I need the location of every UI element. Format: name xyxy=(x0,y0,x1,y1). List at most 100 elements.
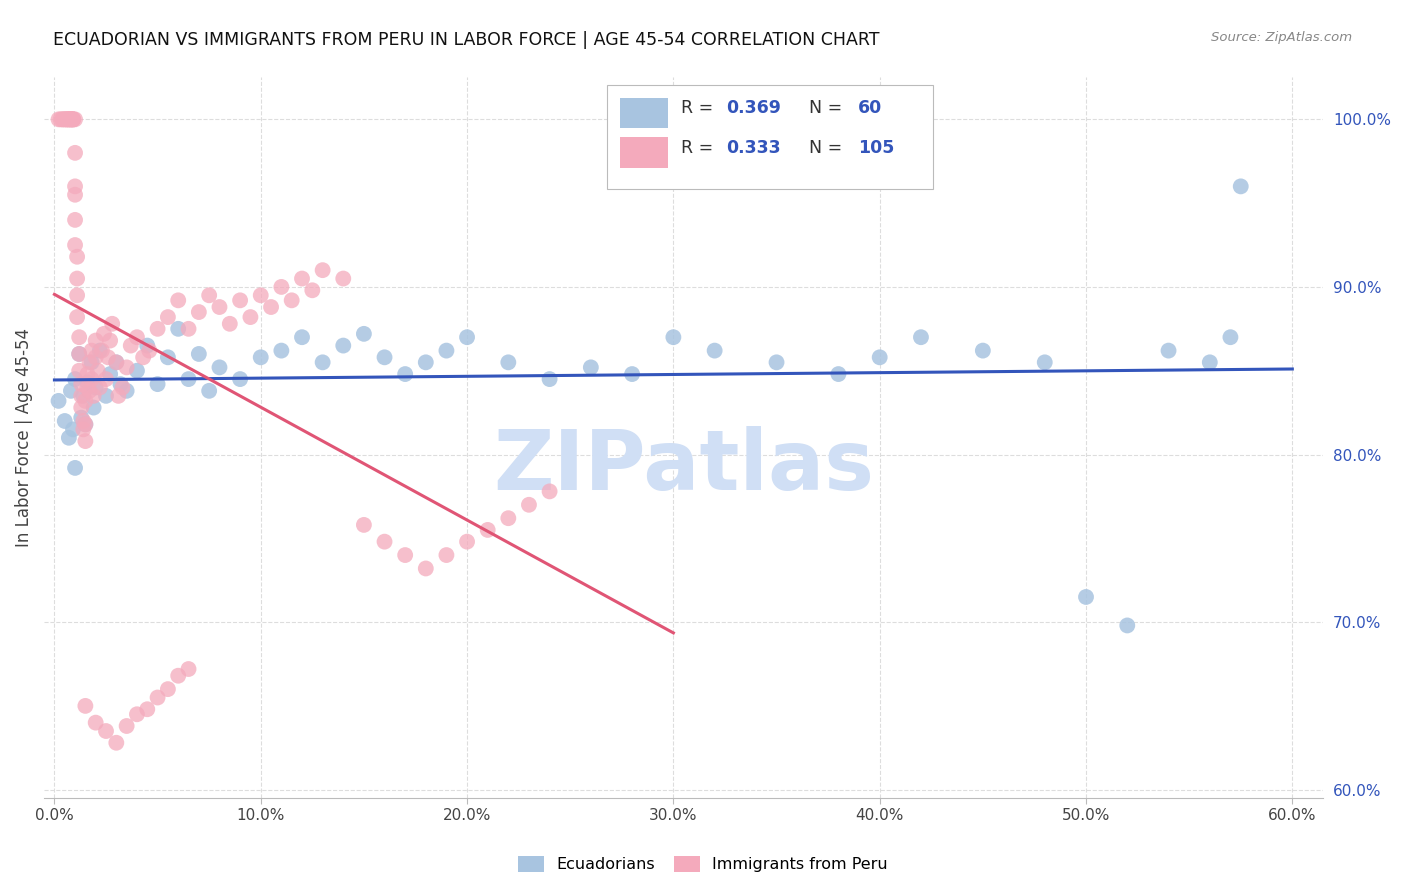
Point xyxy=(132,351,155,365)
Point xyxy=(90,343,112,358)
Point xyxy=(89,343,111,358)
Text: N =: N = xyxy=(808,99,848,117)
Point xyxy=(107,389,129,403)
Point xyxy=(436,548,458,562)
Point xyxy=(83,389,105,403)
Point xyxy=(291,271,314,285)
Text: 60: 60 xyxy=(858,99,882,117)
Point xyxy=(49,112,72,127)
Point xyxy=(136,338,159,352)
Point xyxy=(58,431,80,445)
Point xyxy=(66,271,89,285)
Point xyxy=(52,112,75,127)
Point xyxy=(332,271,354,285)
Point xyxy=(538,484,561,499)
Point xyxy=(56,112,79,127)
Text: R =: R = xyxy=(681,139,718,157)
Point xyxy=(48,112,70,127)
Point xyxy=(67,347,90,361)
Point xyxy=(56,112,79,127)
Text: 105: 105 xyxy=(858,139,894,157)
Point xyxy=(229,372,252,386)
Point xyxy=(1074,590,1097,604)
Point xyxy=(111,380,134,394)
Point xyxy=(869,351,891,365)
Point xyxy=(101,317,124,331)
Point xyxy=(72,414,94,428)
Point xyxy=(63,112,86,127)
Point xyxy=(1198,355,1220,369)
Point xyxy=(83,401,105,415)
Point xyxy=(63,187,86,202)
Point xyxy=(198,384,221,398)
Point xyxy=(146,377,169,392)
Point xyxy=(703,343,725,358)
Point xyxy=(67,330,90,344)
Point xyxy=(353,517,375,532)
Point xyxy=(93,326,115,341)
Point xyxy=(394,548,416,562)
Point xyxy=(75,393,97,408)
Point xyxy=(1157,343,1180,358)
Point xyxy=(94,389,117,403)
Point xyxy=(53,112,76,127)
Point xyxy=(63,179,86,194)
Point xyxy=(291,330,314,344)
Point xyxy=(910,330,932,344)
Point xyxy=(94,372,117,386)
Point xyxy=(66,310,89,324)
Point xyxy=(156,682,179,697)
Point xyxy=(79,355,101,369)
Point xyxy=(94,724,117,739)
Point xyxy=(270,343,292,358)
Point xyxy=(765,355,787,369)
Text: R =: R = xyxy=(681,99,718,117)
Point xyxy=(827,367,849,381)
Point xyxy=(517,498,540,512)
Point xyxy=(75,417,97,432)
Point xyxy=(72,422,94,436)
Point xyxy=(58,112,80,127)
Point xyxy=(311,263,333,277)
Point xyxy=(63,461,86,475)
Point xyxy=(280,293,302,308)
Point xyxy=(76,380,98,394)
Point xyxy=(301,283,323,297)
Point xyxy=(84,351,107,365)
Point xyxy=(239,310,262,324)
Point xyxy=(187,305,209,319)
Point xyxy=(456,330,478,344)
Point xyxy=(208,300,231,314)
Point xyxy=(415,355,437,369)
Point xyxy=(80,355,103,369)
Point xyxy=(76,367,98,381)
Point xyxy=(167,293,190,308)
Point xyxy=(177,662,200,676)
Point xyxy=(56,112,79,127)
Point xyxy=(66,250,89,264)
Point xyxy=(146,322,169,336)
Point xyxy=(79,384,101,398)
Point xyxy=(538,372,561,386)
Point xyxy=(105,355,128,369)
Point xyxy=(63,213,86,227)
Point xyxy=(67,347,90,361)
Point xyxy=(972,343,994,358)
Text: ZIPatlas: ZIPatlas xyxy=(494,426,875,507)
Point xyxy=(270,280,292,294)
Point xyxy=(70,410,93,425)
Point xyxy=(146,690,169,705)
Point xyxy=(218,317,240,331)
Point xyxy=(167,669,190,683)
FancyBboxPatch shape xyxy=(620,97,668,128)
FancyBboxPatch shape xyxy=(607,85,934,189)
Legend: Ecuadorians, Immigrants from Peru: Ecuadorians, Immigrants from Peru xyxy=(513,851,893,877)
Point xyxy=(120,338,142,352)
Point xyxy=(52,112,75,127)
Text: N =: N = xyxy=(808,139,848,157)
Point xyxy=(1116,618,1139,632)
Text: 0.333: 0.333 xyxy=(725,139,780,157)
Point xyxy=(167,322,190,336)
Point xyxy=(97,351,120,365)
Point xyxy=(80,343,103,358)
